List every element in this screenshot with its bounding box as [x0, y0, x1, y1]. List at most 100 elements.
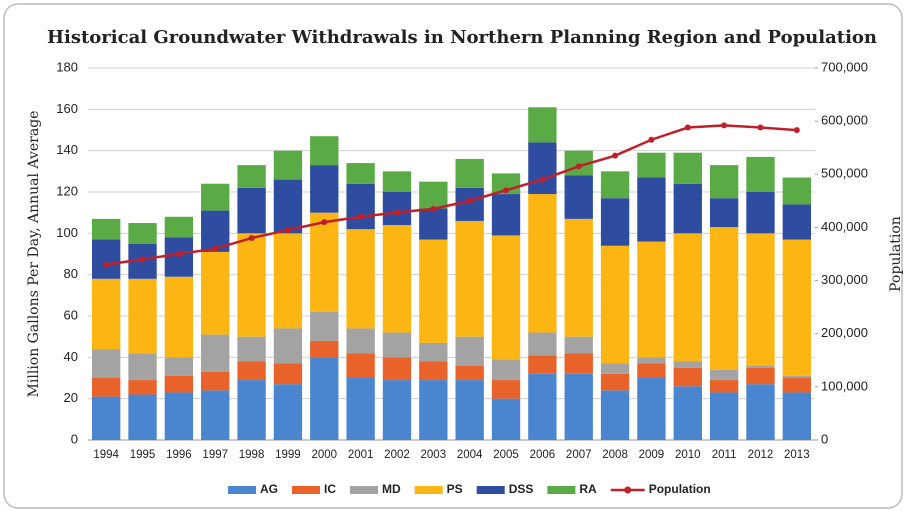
bar-segment [746, 384, 775, 440]
bar-segment [382, 357, 412, 381]
bar-segment [564, 336, 593, 354]
y-tick-label: 0 [71, 431, 78, 446]
bar-segment [164, 392, 194, 440]
bar-segment [782, 177, 812, 205]
population-marker [757, 124, 764, 131]
bar-segment [201, 251, 230, 335]
population-marker [248, 235, 255, 242]
bar-segment [346, 163, 375, 184]
bar-segment [564, 218, 593, 337]
bar-segment [164, 216, 194, 238]
bar-segment [491, 398, 521, 440]
bar-segment [91, 396, 121, 440]
bar-segment [455, 380, 484, 440]
bar-segment [346, 378, 375, 440]
bar-segment [637, 152, 666, 178]
bar-segment [637, 177, 666, 242]
bar-segment [528, 373, 557, 440]
bar-segment [273, 363, 303, 385]
x-tick-label: 2011 [712, 449, 737, 461]
y2-tick-label: 700,000 [821, 59, 868, 74]
y-tick-label: 20 [64, 390, 78, 405]
bar-segment [310, 165, 339, 213]
bar-segment [746, 365, 775, 368]
bar-segment [491, 359, 521, 381]
bar-segment [237, 380, 266, 440]
bar-segment [419, 208, 448, 240]
bar-segment [637, 241, 666, 358]
bar-segment [346, 183, 375, 230]
bar-segment [455, 158, 484, 188]
bar-segment [746, 156, 775, 192]
population-marker [103, 261, 110, 268]
bar-segment [673, 233, 702, 362]
bar-segment [237, 165, 266, 188]
bar-segment [600, 171, 630, 199]
legend-swatch [476, 486, 505, 494]
x-tick-label: 2005 [493, 449, 519, 461]
bar-segment [164, 237, 194, 277]
x-tick-label: 2012 [748, 449, 774, 461]
y-tick-label: 140 [56, 142, 78, 157]
bar-segment [528, 332, 557, 356]
bar-segment [746, 192, 775, 234]
population-marker [212, 245, 219, 252]
bar-segment [673, 361, 702, 368]
bar-segment [673, 386, 702, 440]
bar-segment [91, 278, 121, 350]
bar-segment [382, 380, 412, 440]
chart-title: Historical Groundwater Withdrawals in No… [47, 27, 877, 48]
bar-segment [164, 357, 194, 376]
bar-segment [382, 225, 412, 333]
population-marker [175, 251, 182, 257]
bar-segment [637, 357, 666, 364]
x-tick-label: 2007 [566, 449, 592, 461]
x-tick-label: 1999 [275, 449, 301, 461]
y-tick-label: 80 [64, 266, 78, 281]
legend-swatch [414, 486, 443, 494]
y2-tick-label: 400,000 [821, 219, 868, 234]
legend-label: IC [324, 482, 336, 496]
bar-segment [455, 336, 484, 366]
legend-swatch [547, 486, 576, 494]
bar-segment [673, 367, 702, 387]
bar-segment [273, 179, 303, 234]
bar-segment [709, 198, 739, 228]
population-marker [539, 176, 546, 183]
legend-label: MD [382, 482, 401, 496]
y-tick-label: 120 [56, 183, 78, 198]
y2-tick-label: 500,000 [821, 166, 868, 181]
legend-label: AG [260, 482, 278, 496]
bar-segment [237, 233, 266, 337]
x-tick-label: 1998 [239, 449, 265, 461]
bar-segment [346, 328, 375, 354]
bar-segment [782, 378, 812, 393]
bar-segment [637, 363, 666, 378]
y-tick-label: 160 [56, 101, 78, 116]
population-marker [321, 219, 328, 226]
population-marker [393, 209, 400, 216]
bar-segment [128, 353, 157, 381]
population-marker [575, 163, 582, 170]
bar-segment [600, 363, 630, 374]
x-tick-label: 1997 [202, 449, 228, 461]
bar-segment [709, 227, 739, 370]
bar-segment [564, 175, 593, 219]
bar-segment [164, 375, 194, 393]
population-marker [284, 227, 291, 234]
x-tick-label: 2004 [457, 449, 483, 461]
bar-segment [528, 107, 557, 143]
legend-swatch [228, 486, 256, 494]
bar-segment [310, 311, 339, 341]
bar-segment [600, 373, 630, 391]
bar-segment [528, 142, 557, 195]
y-axis-label: Million Gallons Per Day, Annual Average [26, 111, 42, 398]
bar-segment [455, 220, 484, 337]
bar-segment [310, 212, 339, 312]
population-marker [139, 256, 146, 263]
bar-segment [528, 355, 557, 374]
bar-segment [128, 394, 157, 440]
x-tick-label: 1995 [130, 449, 156, 461]
bar-segment [491, 194, 521, 236]
bar-segment [310, 340, 339, 358]
